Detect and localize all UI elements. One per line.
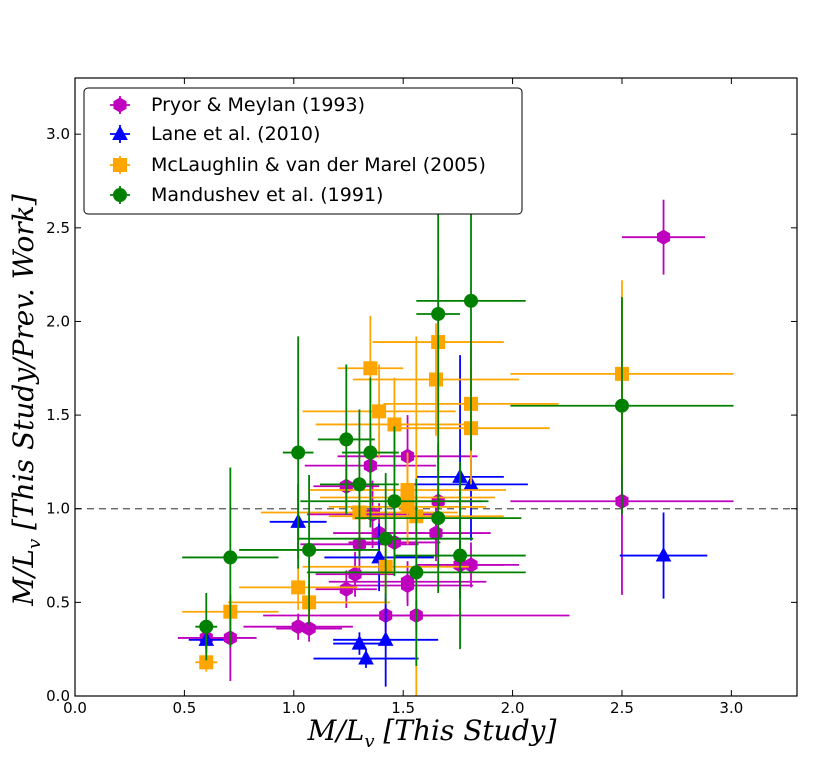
legend-marker: [112, 125, 128, 140]
x-axis-label: M/Lv [This Study]: [307, 714, 557, 752]
x-tick-label: 1.0: [282, 699, 306, 717]
legend-symbol-2: [110, 125, 130, 143]
data-point: [401, 577, 415, 594]
data-point: [302, 542, 317, 557]
series-1: [177, 199, 734, 682]
series-4: [182, 151, 734, 667]
legend-marker: [113, 158, 127, 172]
data-point: [431, 511, 446, 526]
data-point: [358, 649, 374, 665]
data-point: [291, 580, 306, 595]
data-point: [291, 619, 305, 635]
x-tick-label: 0.0: [63, 699, 87, 717]
legend-marker: [113, 97, 127, 113]
legend-label-mandushev: Mandushev et al. (1991): [151, 184, 383, 206]
data-point: [429, 372, 443, 387]
plot-area: [177, 151, 734, 696]
axes: 0.0 0.5 1.0 1.5 2.0 2.5 3.0 0.0 0.5 1.0 1.5 2.0 2.5 3…: [46, 77, 798, 717]
data-point: [199, 619, 214, 634]
x-tick-label: 2.5: [610, 699, 634, 717]
legend-label-mclaughlin: McLaughlin & van der Marel (2005): [151, 154, 486, 176]
series-2: [188, 355, 708, 687]
series-3: [182, 276, 734, 696]
plot-frame: [74, 77, 798, 697]
y-tick-label: 0.0: [46, 687, 70, 705]
legend-label-lane: Lane et al. (2010): [151, 123, 320, 145]
data-point: [365, 506, 380, 522]
data-point: [453, 548, 468, 563]
legend-symbol-3: [110, 156, 130, 174]
y-tick-label: 1.0: [46, 500, 70, 518]
data-point: [378, 531, 393, 546]
legend-symbols: [110, 96, 130, 204]
y-tick-label: 1.5: [46, 406, 70, 424]
data-point: [614, 398, 629, 413]
x-tick-label: 0.5: [172, 699, 196, 717]
data-point: [377, 631, 394, 646]
legend: Pryor & Meylan (1993) Lane et al. (2010)…: [83, 87, 523, 215]
y-tick-label: 2.5: [46, 219, 70, 237]
y-tick-label: 0.5: [46, 593, 70, 611]
data-point: [302, 621, 316, 637]
data-point: [223, 550, 238, 565]
data-point: [363, 361, 378, 376]
data-point: [363, 445, 378, 460]
legend-symbol-4: [110, 186, 130, 204]
y-axis-label: M/Lv [This Study/Prev. Work]: [7, 194, 45, 606]
data-point: [431, 306, 446, 321]
data-point: [409, 565, 424, 580]
data-point: [351, 635, 368, 650]
legend-marker: [113, 188, 127, 202]
data-point: [387, 494, 402, 509]
data-point: [464, 557, 478, 573]
data-point: [655, 546, 672, 562]
x-tick-label: 3.0: [719, 699, 743, 717]
legend-symbol-1: [110, 96, 130, 114]
x-tick-label: 2.0: [501, 699, 525, 717]
data-point: [656, 229, 671, 245]
legend-frame: [83, 87, 523, 215]
data-point: [352, 477, 367, 492]
data-point: [339, 432, 354, 447]
y-tick-label: 2.0: [46, 312, 70, 330]
x-tick-label: 1.5: [391, 699, 415, 717]
data-point: [372, 404, 387, 419]
data-point: [339, 581, 353, 597]
y-tick-label: 3.0: [46, 125, 70, 143]
legend-label-pryor-meylan: Pryor & Meylan (1993): [151, 94, 365, 116]
data-point: [464, 293, 479, 308]
data-point: [291, 445, 306, 460]
